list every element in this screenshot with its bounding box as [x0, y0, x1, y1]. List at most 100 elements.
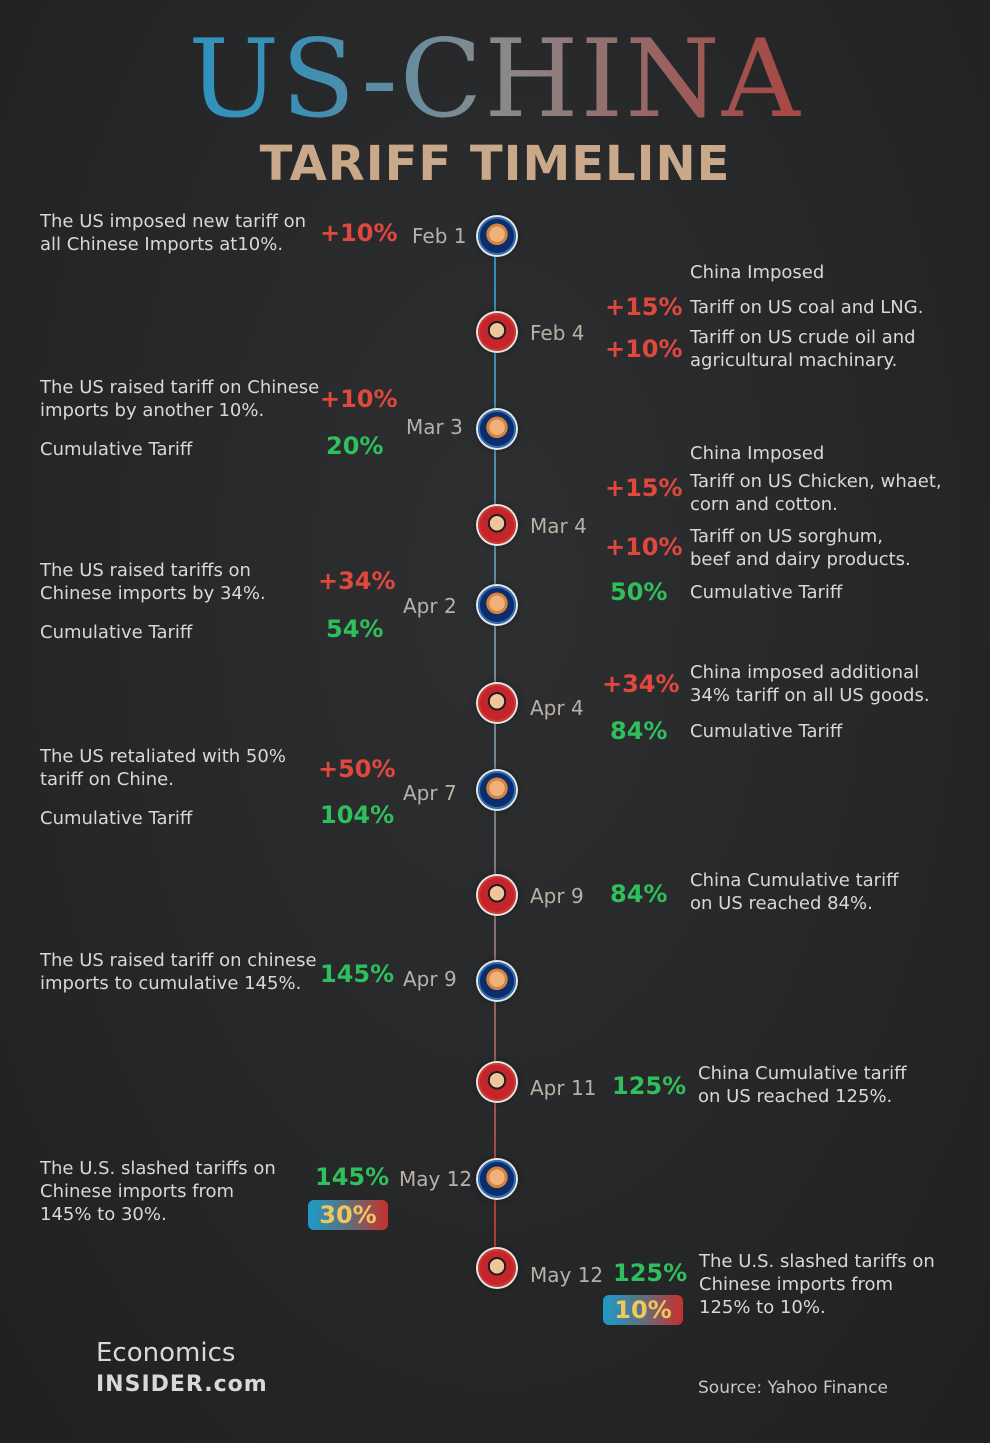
- event-date: Apr 4: [530, 696, 584, 720]
- cumulative-value: 20%: [326, 432, 384, 460]
- us-avatar-icon: [478, 1160, 516, 1198]
- cumulative-value: 125%: [613, 1259, 688, 1287]
- text-line: China imposed additional: [690, 662, 920, 683]
- cumulative-label: Cumulative Tariff: [40, 622, 193, 643]
- tariff-change: +50%: [318, 755, 396, 783]
- cumulative-value: 84%: [610, 880, 668, 908]
- cumulative-value: 50%: [610, 578, 668, 606]
- us-avatar-icon: [478, 410, 516, 448]
- event-date: Apr 2: [403, 594, 457, 618]
- text-line: Tariff on US crude oil and: [690, 327, 916, 348]
- event-description: The US raised tariffs on Chinese imports…: [40, 559, 266, 605]
- page-subtitle: TARIFF TIMELINE: [259, 136, 731, 192]
- event-date: Apr 9: [403, 967, 457, 991]
- text-line: imports by another 10%.: [40, 400, 265, 421]
- timeline-axis: [494, 236, 496, 1276]
- text-line: Tariff on US Chicken, whaet,: [690, 471, 942, 492]
- event-description: Tariff on US Chicken, whaet, corn and co…: [690, 470, 942, 516]
- us-avatar-icon: [478, 217, 516, 255]
- china-avatar-icon: [478, 684, 516, 722]
- china-avatar-icon: [478, 1063, 516, 1101]
- event-description: China Cumulative tariff on US reached 12…: [698, 1062, 907, 1108]
- text-line: on US reached 84%.: [690, 893, 873, 914]
- cumulative-label: Cumulative Tariff: [40, 439, 193, 460]
- tariff-change: +34%: [318, 567, 396, 595]
- event-description: The US retaliated with 50% tariff on Chi…: [40, 745, 286, 791]
- tariff-change: +34%: [602, 670, 680, 698]
- text-line: all Chinese Imports at10%.: [40, 234, 284, 255]
- event-description: The U.S. slashed tariffs on Chinese impo…: [40, 1157, 276, 1226]
- new-rate-badge: 30%: [308, 1200, 388, 1230]
- text-line: The US retaliated with 50%: [40, 746, 286, 767]
- china-avatar-icon: [478, 876, 516, 914]
- cumulative-label: Cumulative Tariff: [690, 721, 843, 742]
- event-description: The US imposed new tariff on all Chinese…: [40, 210, 306, 256]
- cumulative-label: Cumulative Tariff: [40, 808, 193, 829]
- text-line: on US reached 125%.: [698, 1086, 893, 1107]
- page-title: US-CHINA: [0, 20, 990, 140]
- china-avatar-icon: [478, 506, 516, 544]
- text-line: The US raised tariffs on: [40, 560, 251, 581]
- tariff-change: +15%: [605, 293, 683, 321]
- text-line: The US raised tariff on Chinese: [40, 377, 320, 398]
- text-line: 125% to 10%.: [699, 1297, 826, 1318]
- text-line: China Cumulative tariff: [698, 1063, 907, 1084]
- text-line: 145% to 30%.: [40, 1204, 167, 1225]
- brand-wordmark: INSIDER.com: [96, 1372, 268, 1397]
- us-avatar-icon: [478, 586, 516, 624]
- event-description: Tariff on US crude oil and agricultural …: [690, 326, 916, 372]
- event-description: China Cumulative tariff on US reached 84…: [690, 869, 899, 915]
- event-description: Tariff on US sorghum, beef and dairy pro…: [690, 525, 911, 571]
- us-avatar-icon: [478, 771, 516, 809]
- text-line: agricultural machinary.: [690, 350, 898, 371]
- china-avatar-icon: [478, 1249, 516, 1287]
- cumulative-value: 145%: [320, 960, 395, 988]
- event-date: Apr 11: [530, 1076, 597, 1100]
- text-line: corn and cotton.: [690, 494, 838, 515]
- china-avatar-icon: [478, 313, 516, 351]
- text-line: tariff on Chine.: [40, 769, 174, 790]
- event-date: Feb 4: [530, 321, 585, 345]
- event-date: May 12: [530, 1263, 604, 1287]
- text-line: Chinese imports from: [699, 1274, 894, 1295]
- tariff-change: +10%: [320, 219, 398, 247]
- event-description: The U.S. slashed tariffs on Chinese impo…: [699, 1250, 935, 1319]
- event-date: Feb 1: [412, 224, 467, 248]
- event-date: Mar 3: [406, 415, 463, 439]
- text-line: The U.S. slashed tariffs on: [40, 1158, 276, 1179]
- source-note: Source: Yahoo Finance: [698, 1378, 888, 1398]
- event-date: Apr 7: [403, 781, 457, 805]
- text-line: Chinese imports by 34%.: [40, 583, 266, 604]
- event-date: Mar 4: [530, 514, 587, 538]
- tariff-change: +15%: [605, 474, 683, 502]
- cumulative-value: 54%: [326, 615, 384, 643]
- event-header: China Imposed: [690, 262, 825, 283]
- cumulative-label: Cumulative Tariff: [690, 582, 843, 603]
- event-description: The US raised tariff on Chinese imports …: [40, 376, 319, 422]
- brand-name: Economics: [96, 1338, 236, 1368]
- event-description: Tariff on US coal and LNG.: [690, 297, 924, 318]
- us-avatar-icon: [478, 962, 516, 1000]
- text-line: China Cumulative tariff: [690, 870, 899, 891]
- event-header: China Imposed: [690, 443, 825, 464]
- cumulative-value: 145%: [315, 1163, 390, 1191]
- event-date: Apr 9: [530, 884, 584, 908]
- tariff-change: +10%: [605, 533, 683, 561]
- text-line: Tariff on US sorghum,: [690, 526, 884, 547]
- text-line: beef and dairy products.: [690, 549, 911, 570]
- cumulative-value: 125%: [612, 1072, 687, 1100]
- event-date: May 12: [399, 1167, 473, 1191]
- tariff-change: +10%: [320, 385, 398, 413]
- text-line: The US raised tariff on chinese: [40, 950, 317, 971]
- cumulative-value: 104%: [320, 801, 395, 829]
- text-line: Chinese imports from: [40, 1181, 235, 1202]
- text-line: 34% tariff on all US goods.: [690, 685, 930, 706]
- event-description: China imposed additional 34% tariff on a…: [690, 661, 930, 707]
- event-description: The US raised tariff on chinese imports …: [40, 949, 317, 995]
- text-line: imports to cumulative 145%.: [40, 973, 302, 994]
- text-line: The U.S. slashed tariffs on: [699, 1251, 935, 1272]
- text-line: The US imposed new tariff on: [40, 211, 307, 232]
- cumulative-value: 84%: [610, 717, 668, 745]
- tariff-change: +10%: [605, 335, 683, 363]
- new-rate-badge: 10%: [603, 1295, 683, 1325]
